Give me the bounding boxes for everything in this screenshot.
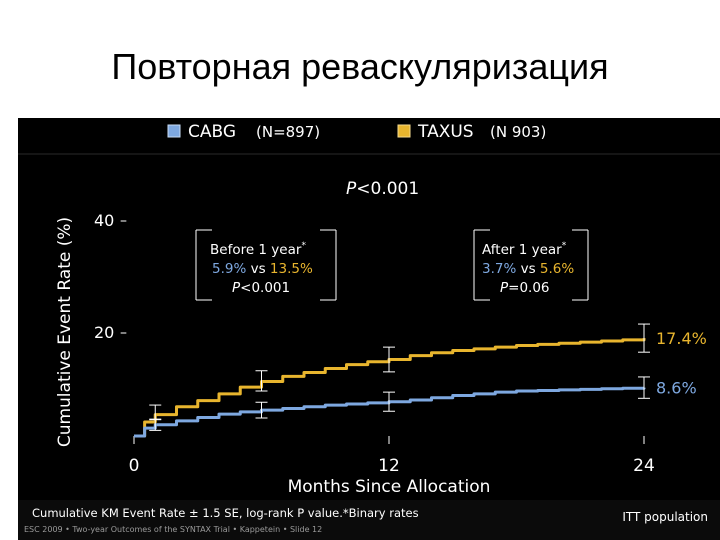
y-axis-label: Cumulative Event Rate (%) — [55, 217, 75, 447]
km-chart: CABG (N=897) TAXUS (N 903) Cumulative Ev… — [18, 122, 720, 497]
x-tick-12: 12 — [378, 456, 400, 476]
legend-n-cabg: (N=897) — [256, 123, 320, 141]
after-title: After 1 year* — [482, 241, 567, 258]
taxus-end-label: 17.4% — [656, 329, 707, 348]
legend-n-taxus: (N 903) — [490, 123, 546, 141]
x-tick-24: 24 — [633, 456, 655, 476]
itt-population-label: ITT population — [622, 510, 708, 524]
p-overall: P<0.001 — [346, 179, 419, 199]
x-axis-label: Months Since Allocation — [288, 477, 491, 497]
slide-title: Повторная реваскуляризация — [111, 46, 609, 87]
after-p: P=0.06 — [500, 280, 550, 296]
footer-credit: ESC 2009 • Two-year Outcomes of the SYNT… — [24, 525, 323, 534]
before-title: Before 1 year* — [210, 241, 306, 258]
footer-note: Cumulative KM Event Rate ± 1.5 SE, log-r… — [32, 506, 419, 520]
legend-label-cabg: CABG — [188, 122, 236, 142]
legend-label-taxus: TAXUS — [417, 122, 474, 142]
before-p: P<0.001 — [232, 280, 290, 296]
x-tick-0: 0 — [129, 456, 140, 476]
before-1-year-box: Before 1 year* 5.9% vs 13.5% P<0.001 — [195, 229, 337, 301]
x-axis: 0 12 24 Months Since Allocation — [129, 436, 655, 497]
before-rates: 5.9% vs 13.5% — [212, 261, 313, 277]
legend-swatch-taxus — [397, 124, 411, 138]
y-tick-dash-20: – — [120, 325, 127, 341]
y-tick-dash-40: – — [120, 213, 127, 229]
after-rates: 3.7% vs 5.6% — [482, 261, 574, 277]
y-tick-40: 40 — [94, 211, 114, 230]
chart-panel: CABG (N=897) TAXUS (N 903) Cumulative Ev… — [18, 118, 720, 540]
y-tick-20: 20 — [94, 323, 114, 342]
footer: Cumulative KM Event Rate ± 1.5 SE, log-r… — [18, 500, 720, 540]
legend-swatch-cabg — [167, 124, 181, 138]
plot-area: 17.4% 8.6% — [134, 323, 707, 438]
after-1-year-box: After 1 year* 3.7% vs 5.6% P=0.06 — [473, 229, 589, 301]
cabg-end-label: 8.6% — [656, 379, 697, 398]
legend: CABG (N=897) TAXUS (N 903) — [167, 122, 546, 142]
